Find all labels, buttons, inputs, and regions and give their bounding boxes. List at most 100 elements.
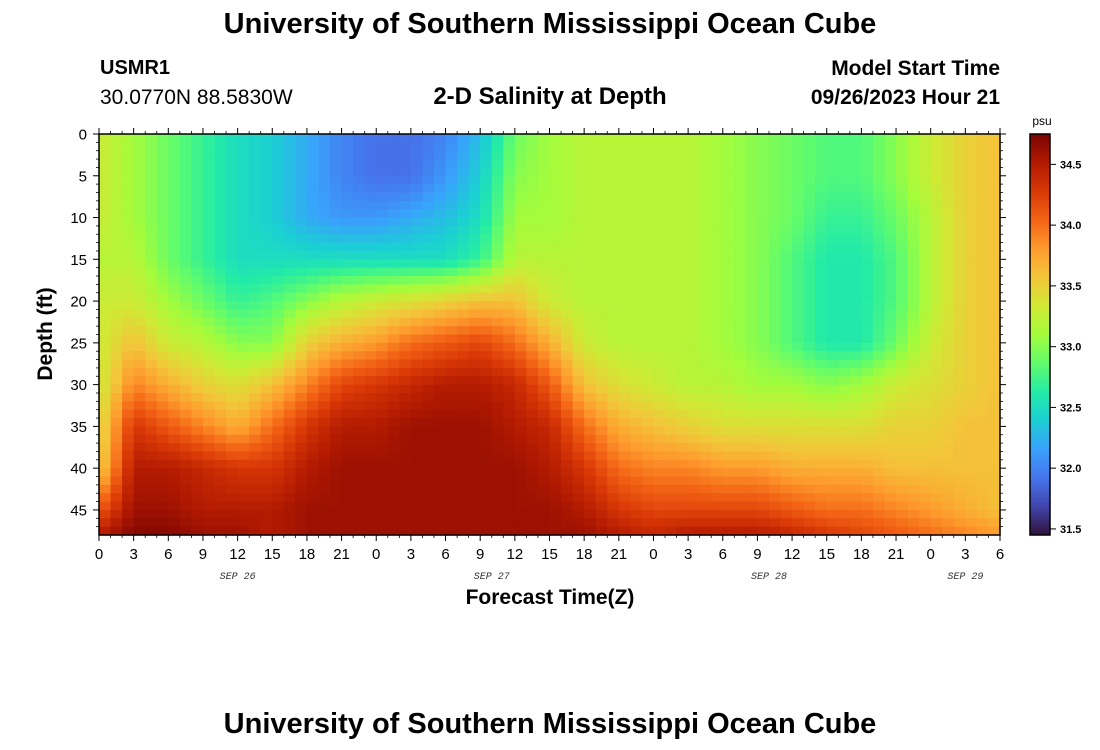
heatmap-cell [410, 301, 424, 311]
heatmap-cell [122, 292, 135, 302]
heatmap-cell [665, 192, 678, 202]
heatmap-cell [364, 384, 377, 394]
heatmap-cell [226, 234, 239, 244]
heatmap-cell [306, 159, 320, 169]
heatmap-cell [110, 426, 123, 436]
heatmap-cell [884, 276, 897, 285]
heatmap-cell [122, 184, 135, 194]
heatmap-cell [618, 518, 631, 528]
heatmap-cell [896, 434, 909, 444]
heatmap-cell [722, 192, 735, 202]
heatmap-cell [942, 401, 955, 411]
heatmap-cell [953, 367, 966, 377]
heatmap-cell [491, 134, 504, 143]
heatmap-cell [353, 309, 366, 319]
heatmap-cell [445, 518, 458, 528]
heatmap-cell [306, 234, 320, 244]
model-start-label: Model Start Time [831, 57, 1000, 80]
heatmap-cell [480, 217, 493, 227]
heatmap-cell [422, 192, 435, 202]
heatmap-cell [884, 434, 897, 444]
heatmap-cell [445, 326, 458, 336]
heatmap-cell [988, 234, 1001, 244]
heatmap-cell [942, 292, 955, 302]
heatmap-cell [387, 259, 400, 269]
heatmap-cell [214, 217, 227, 227]
heatmap-cell [514, 384, 527, 394]
heatmap-cell [549, 426, 562, 436]
heatmap-cell [179, 426, 193, 436]
heatmap-cell [815, 401, 828, 411]
heatmap-cell [838, 284, 851, 294]
heatmap-cell [133, 526, 146, 536]
heatmap-cell [676, 292, 689, 302]
heatmap-cell [514, 209, 527, 219]
heatmap-cell [907, 401, 920, 411]
heatmap-cell [133, 192, 146, 202]
heatmap-cell [849, 484, 862, 494]
heatmap-cell [618, 192, 631, 202]
heatmap-cell [965, 234, 978, 244]
heatmap-cell [283, 493, 296, 503]
heatmap-cell [572, 376, 585, 386]
heatmap-cell [676, 359, 689, 369]
heatmap-cell [537, 276, 551, 285]
heatmap-cell [260, 209, 273, 219]
heatmap-cell [503, 342, 516, 352]
heatmap-cell [399, 351, 412, 361]
heatmap-cell [561, 443, 574, 453]
heatmap-cell [561, 351, 574, 361]
heatmap-cell [272, 184, 285, 194]
heatmap-cell [838, 259, 851, 269]
heatmap-cell [780, 526, 793, 536]
heatmap-cell [953, 418, 966, 427]
heatmap-cell [249, 200, 262, 210]
heatmap-cell [618, 342, 631, 352]
heatmap-cell [514, 192, 527, 202]
heatmap-cell [422, 434, 435, 444]
heatmap-cell [953, 292, 966, 302]
heatmap-cell [722, 292, 735, 302]
heatmap-cell [849, 451, 862, 461]
heatmap-cell [665, 326, 678, 336]
heatmap-cell [884, 259, 897, 269]
heatmap-cell [872, 376, 886, 386]
heatmap-cell [514, 276, 527, 285]
heatmap-cell [942, 209, 955, 219]
heatmap-cell [122, 175, 135, 185]
heatmap-cell [433, 476, 447, 486]
heatmap-cell [803, 351, 816, 361]
heatmap-cell [353, 292, 366, 302]
heatmap-cell [699, 301, 712, 311]
heatmap-cell [872, 351, 886, 361]
heatmap-cell [306, 334, 320, 344]
heatmap-cell [99, 301, 112, 311]
heatmap-cell [433, 326, 447, 336]
heatmap-cell [110, 217, 123, 227]
heatmap-cell [491, 501, 504, 511]
heatmap-cell [399, 359, 412, 369]
heatmap-cell [122, 351, 135, 361]
heatmap-cell [272, 509, 285, 519]
heatmap-cell [572, 250, 585, 260]
heatmap-cell [110, 493, 123, 503]
heatmap-cell [514, 159, 527, 169]
heatmap-cell [653, 292, 666, 302]
heatmap-cell [399, 301, 412, 311]
heatmap-cell [953, 284, 966, 294]
heatmap-cell [457, 392, 470, 402]
heatmap-cell [930, 326, 943, 336]
heatmap-cell [549, 292, 562, 302]
heatmap-cell [584, 167, 597, 177]
heatmap-cell [330, 192, 343, 202]
heatmap-cell [445, 484, 458, 494]
heatmap-cell [803, 192, 816, 202]
heatmap-cell [688, 217, 701, 227]
heatmap-cell [330, 418, 343, 427]
heatmap-cell [272, 317, 285, 327]
heatmap-cell [422, 134, 435, 143]
heatmap-cell [353, 359, 366, 369]
heatmap-cell [584, 209, 597, 219]
heatmap-cell [353, 518, 366, 528]
heatmap-cell [353, 134, 366, 143]
